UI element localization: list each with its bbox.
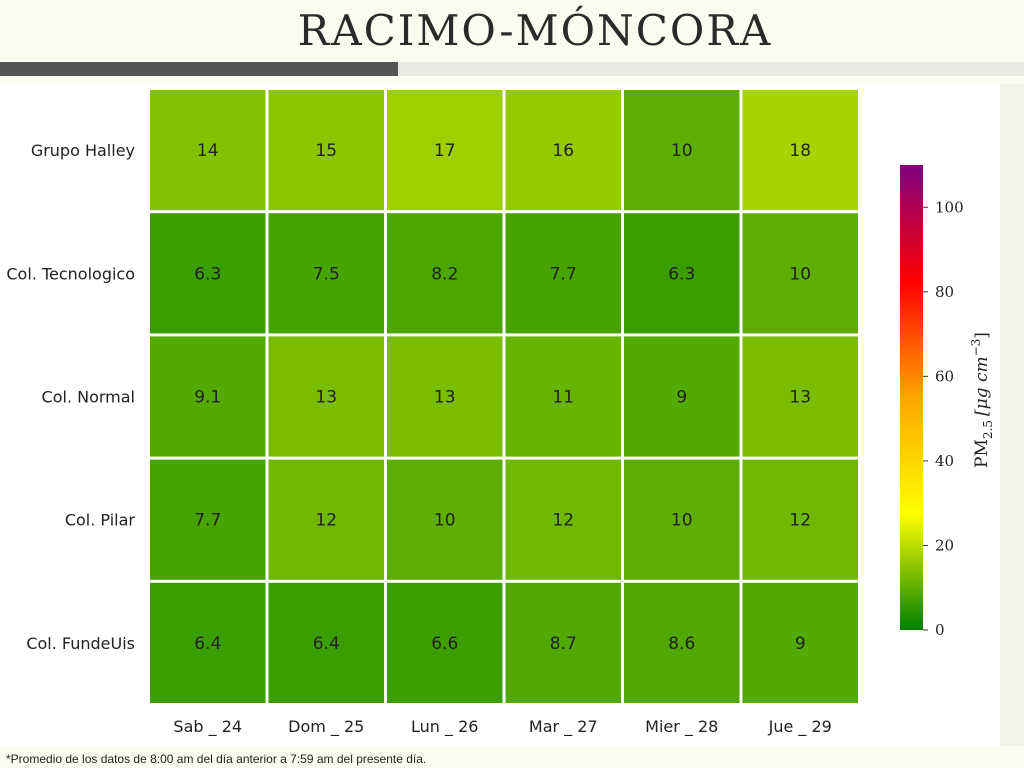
cell-value-label: 18 xyxy=(789,141,811,161)
cell-value-label: 12 xyxy=(552,511,574,531)
colorbar-scale xyxy=(900,165,923,630)
heatmap-cell xyxy=(268,213,384,334)
header-bar-dark xyxy=(0,62,398,76)
cell-value-label: 17 xyxy=(434,141,456,161)
colorbar-tick-label: 80 xyxy=(935,283,954,301)
heatmap-cell xyxy=(624,90,740,211)
cell-value-label: 6.3 xyxy=(668,264,695,284)
heatmap-cell xyxy=(624,336,740,457)
cell-value-label: 11 xyxy=(552,388,574,408)
cell-value-label: 8.7 xyxy=(550,634,577,654)
colorbar-tick-label: 40 xyxy=(935,452,954,470)
heatmap-cell xyxy=(742,90,858,211)
cell-value-label: 9 xyxy=(795,634,806,654)
cell-value-label: 10 xyxy=(789,264,811,284)
heatmap-cell xyxy=(624,582,740,703)
row-label: Col. Pilar xyxy=(65,511,136,530)
heatmap-cell xyxy=(387,213,503,334)
cell-value-label: 6.4 xyxy=(313,634,340,654)
cell-value-label: 6.6 xyxy=(431,634,458,654)
column-label: Mier _ 28 xyxy=(645,717,718,737)
heatmap-cell xyxy=(742,459,858,580)
column-labels: Sab _ 24 Dom _ 25 Lun _ 26 Mar _ 27 Mier _ 2… xyxy=(173,717,831,737)
cell-value-label: 12 xyxy=(789,511,811,531)
heatmap-cell xyxy=(150,582,266,703)
cell-value-label: 10 xyxy=(671,511,693,531)
heatmap-cells: 14 15 17 16 10 18 6.3 7.5 8.2 7.7 6.3 10 9.1 13 13 11 9 1… xyxy=(150,90,858,703)
cell-value-label: 9 xyxy=(676,388,687,408)
heatmap-cell xyxy=(387,90,503,211)
heatmap-cell xyxy=(505,582,621,703)
cell-value-label: 10 xyxy=(434,511,456,531)
row-label: Col. Tecnologico xyxy=(6,264,135,283)
cell-value-label: 15 xyxy=(315,141,337,161)
heatmap-cell xyxy=(268,336,384,457)
cell-value-label: 12 xyxy=(315,511,337,531)
cell-value-label: 6.4 xyxy=(194,634,221,654)
cell-value-label: 8.2 xyxy=(431,264,458,284)
colorbar-tick-label: 20 xyxy=(935,536,954,554)
cell-value-label: 13 xyxy=(789,388,811,408)
cell-value-label: 7.5 xyxy=(313,264,340,284)
cell-value-label: 10 xyxy=(671,141,693,161)
cell-value-label: 13 xyxy=(315,388,337,408)
colorbar-tick-label: 0 xyxy=(935,621,945,639)
colorbar: 0 20 40 60 80 100 PM2.5[μg cm−3] xyxy=(900,165,995,639)
heatmap-cell xyxy=(268,90,384,211)
row-label: Grupo Halley xyxy=(31,141,135,160)
heatmap-cell xyxy=(150,213,266,334)
column-label: Dom _ 25 xyxy=(288,717,364,737)
column-label: Jue _ 29 xyxy=(768,717,832,737)
column-label: Sab _ 24 xyxy=(173,717,242,737)
heatmap-cell xyxy=(150,336,266,457)
heatmap-cell xyxy=(387,459,503,580)
header-bar-light xyxy=(398,62,1024,76)
cell-value-label: 9.1 xyxy=(194,388,221,408)
heatmap-cell xyxy=(387,336,503,457)
column-label: Lun _ 26 xyxy=(411,717,478,737)
heatmap-cell xyxy=(268,459,384,580)
cell-value-label: 7.7 xyxy=(550,264,577,284)
cell-value-label: 14 xyxy=(197,141,219,161)
cell-value-label: 13 xyxy=(434,388,456,408)
colorbar-tick-label: 60 xyxy=(935,367,954,385)
heatmap-cell xyxy=(505,90,621,211)
colorbar-label: PM2.5[μg cm−3] xyxy=(969,332,995,468)
cell-value-label: 7.7 xyxy=(194,511,221,531)
heatmap-cell xyxy=(150,459,266,580)
heatmap-cell xyxy=(624,213,740,334)
heatmap-cell xyxy=(387,582,503,703)
background-strip xyxy=(1000,84,1024,746)
cell-value-label: 16 xyxy=(552,141,574,161)
row-labels: Grupo Halley Col. Tecnologico Col. Normal C… xyxy=(6,141,135,653)
cell-value-label: 8.6 xyxy=(668,634,695,654)
heatmap-cell xyxy=(742,213,858,334)
heatmap-cell xyxy=(742,582,858,703)
row-label: Col. FundeUis xyxy=(26,634,135,653)
row-label: Col. Normal xyxy=(42,388,135,407)
cell-value-label: 6.3 xyxy=(194,264,221,284)
page-title: RACIMO-MÓNCORA xyxy=(297,6,773,55)
heatmap-cell xyxy=(268,582,384,703)
heatmap-cell xyxy=(150,90,266,211)
heatmap-cell xyxy=(742,336,858,457)
heatmap-cell xyxy=(505,336,621,457)
heatmap-cell xyxy=(505,213,621,334)
column-label: Mar _ 27 xyxy=(529,717,598,737)
heatmap-cell xyxy=(505,459,621,580)
heatmap-cell xyxy=(624,459,740,580)
footnote: *Promedio de los datos de 8:00 am del dí… xyxy=(6,752,427,766)
colorbar-tick-label: 100 xyxy=(935,198,964,216)
